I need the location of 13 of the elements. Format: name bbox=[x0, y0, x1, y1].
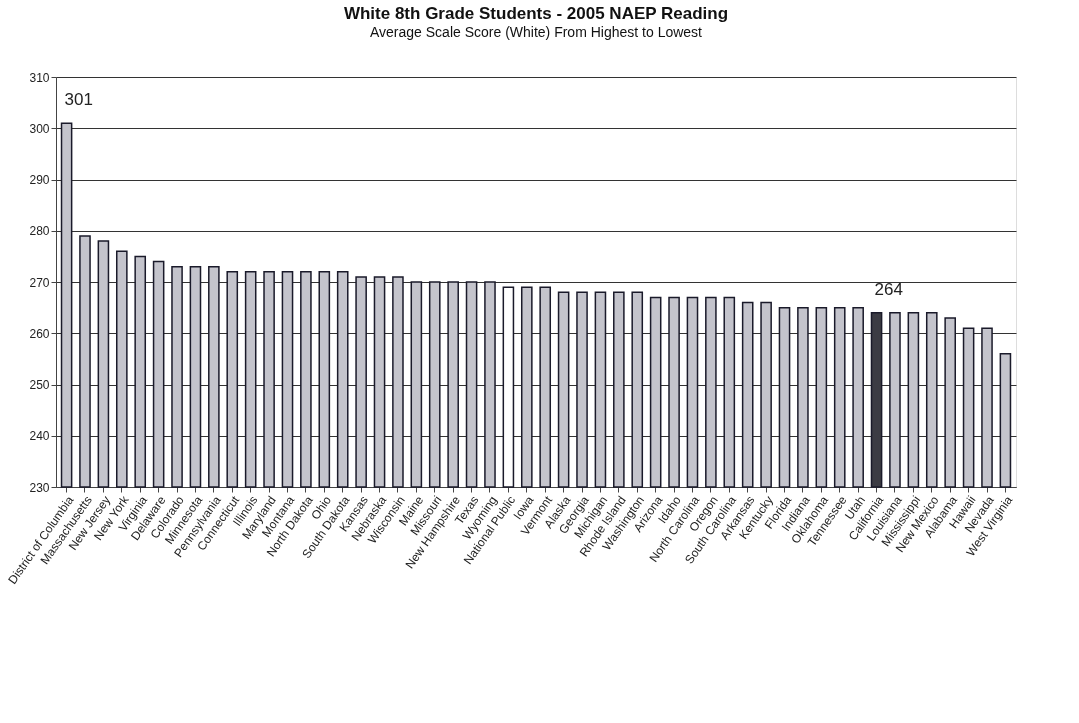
y-tick-label: 290 bbox=[29, 173, 50, 187]
y-tick-label: 250 bbox=[29, 378, 50, 392]
annotation: 301 bbox=[64, 90, 93, 110]
y-tick-label: 270 bbox=[29, 275, 50, 290]
y-tick-label: 310 bbox=[29, 70, 50, 85]
chart-title: White 8th Grade Students - 2005 NAEP Reading bbox=[343, 4, 729, 23]
y-tick-label: 240 bbox=[29, 429, 50, 444]
y-tick-label: 230 bbox=[29, 480, 50, 495]
y-tick-label: 280 bbox=[29, 224, 50, 239]
chart-subtitle: Average Scale Score (White) From Highest to Lowest bbox=[370, 24, 703, 40]
y-tick-label: 300 bbox=[29, 121, 50, 136]
y-tick-label: 260 bbox=[29, 326, 50, 341]
annotation: 264 bbox=[874, 279, 903, 299]
